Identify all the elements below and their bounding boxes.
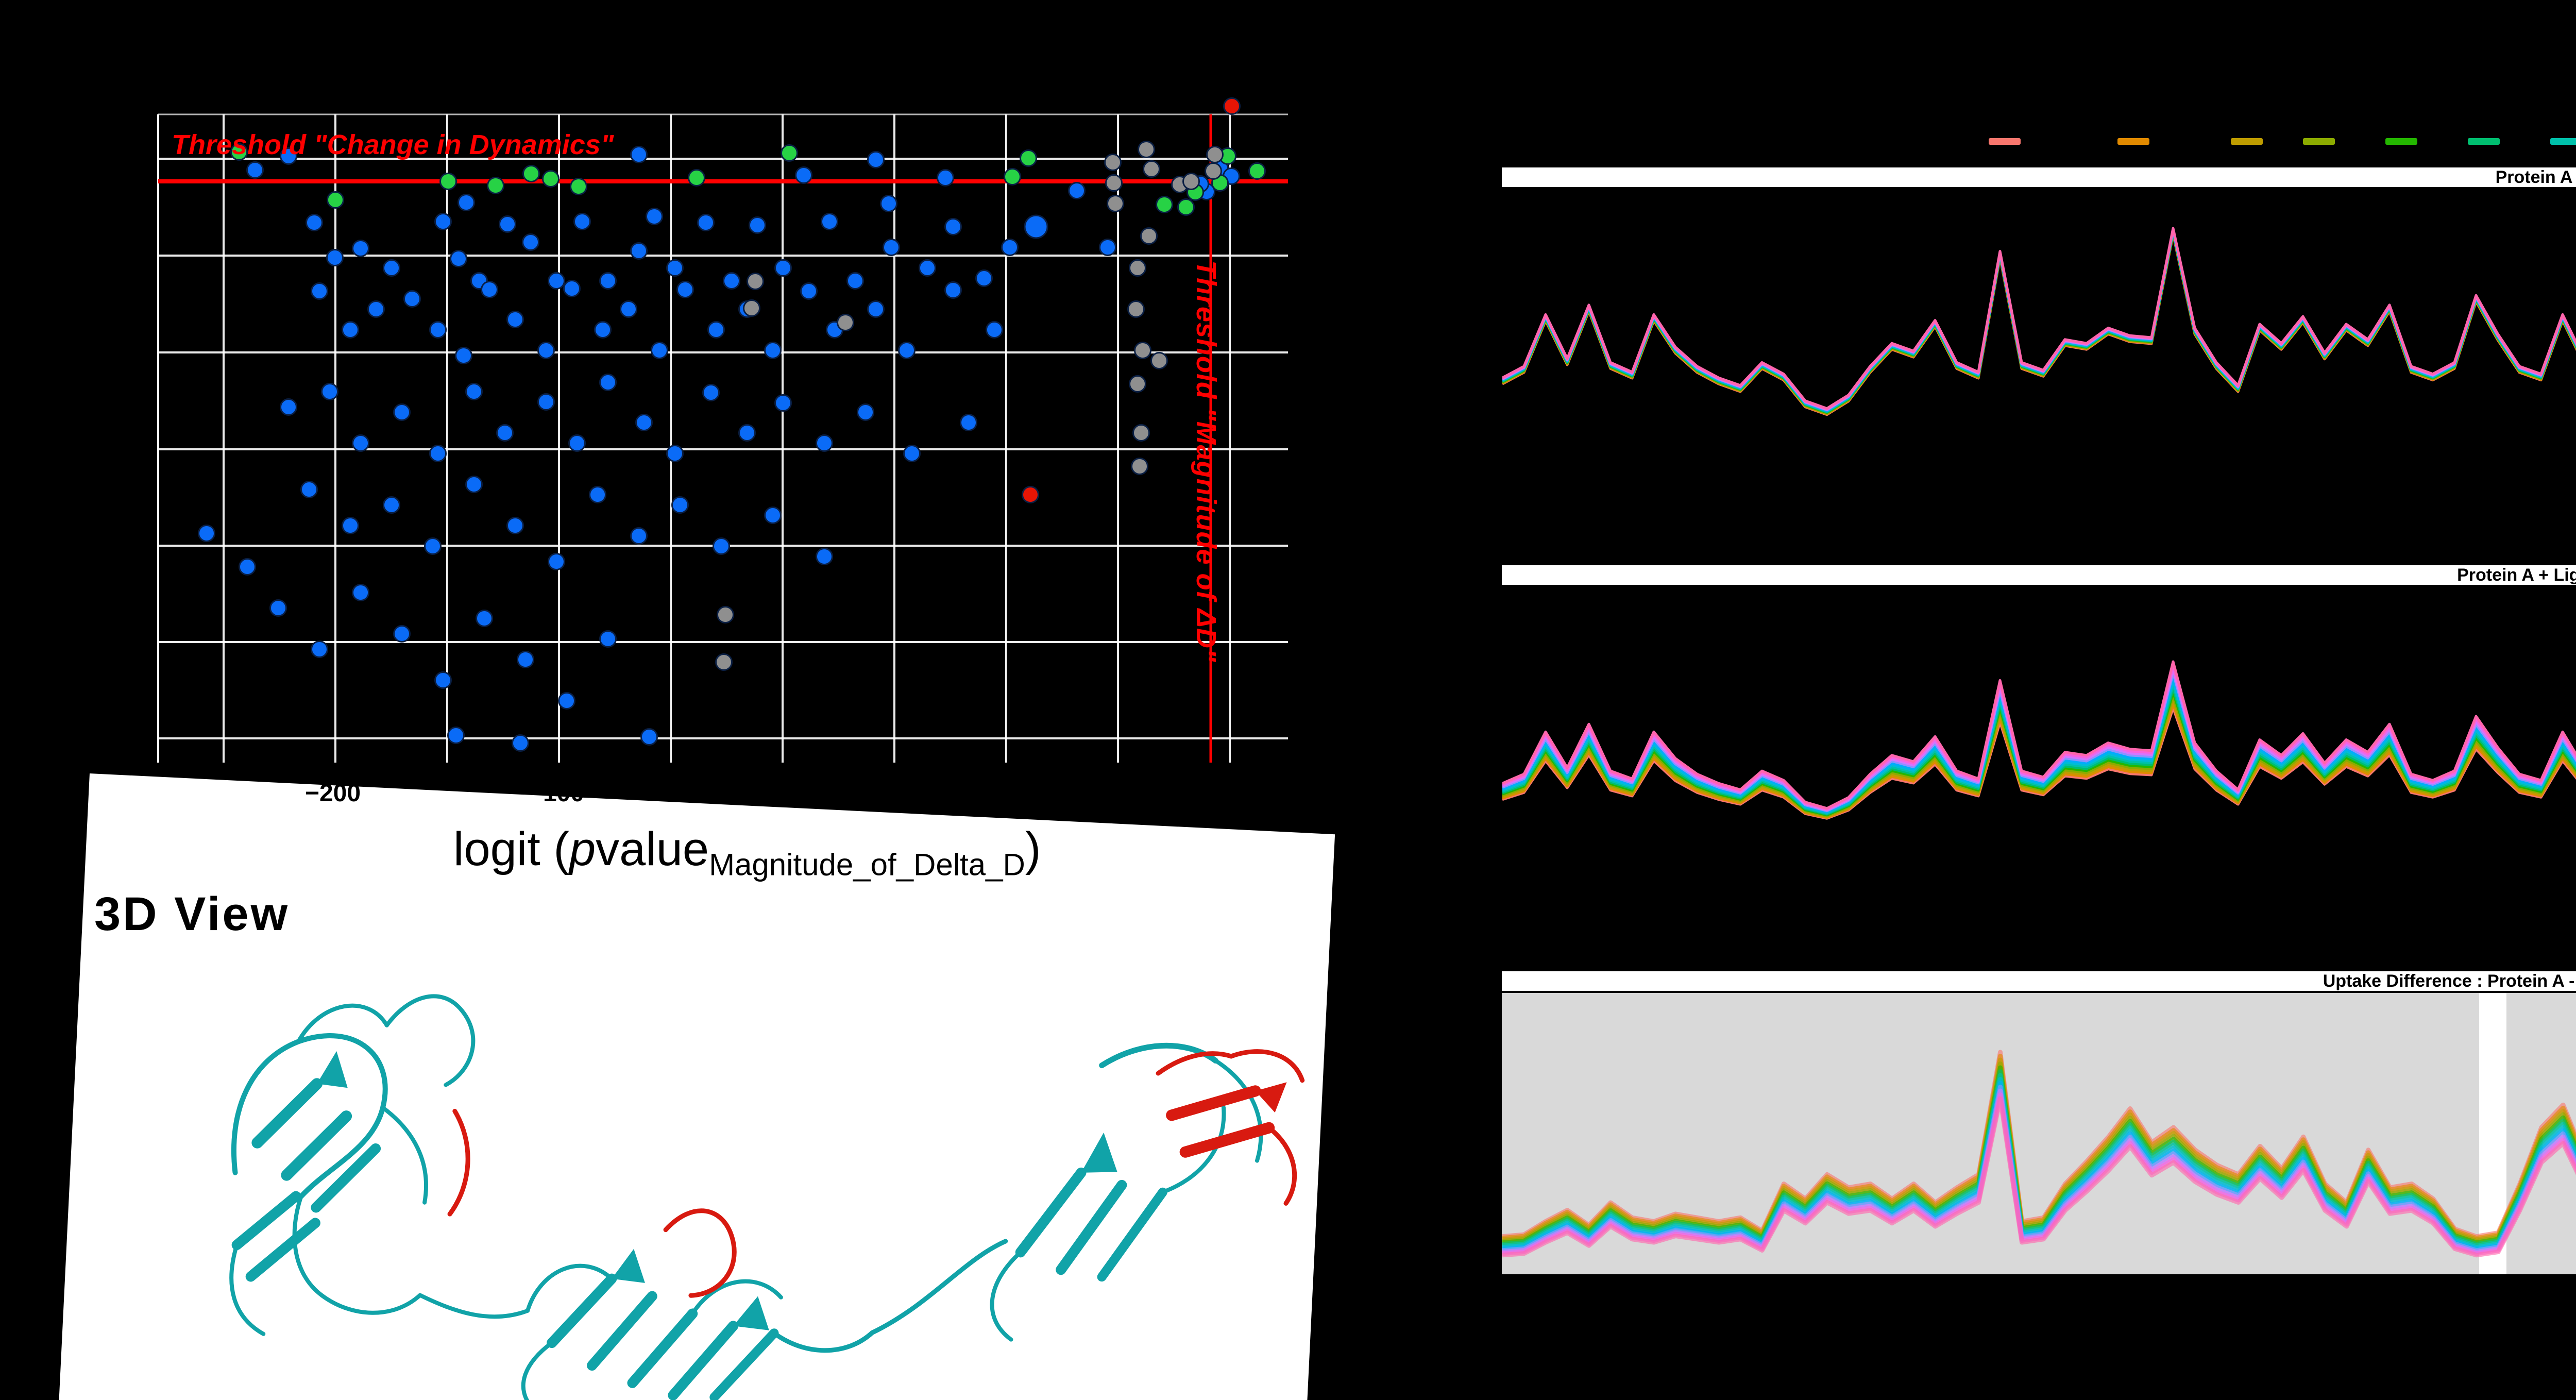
legend-key-timepoint-1[interactable]	[1989, 138, 2021, 145]
protein-a-ligand-title: Protein A + Ligand	[2457, 565, 2576, 585]
protein-a-banner: Protein A	[1502, 167, 2576, 187]
scatter-points	[198, 97, 1266, 752]
x-axis-tick-minus-100: −100	[528, 780, 585, 807]
axis-title-subscript: Magnitude_of_Delta_D	[709, 847, 1025, 882]
protein-ribbon-structure	[229, 994, 1305, 1400]
uptake-series	[1502, 231, 2576, 414]
uptake-series	[1502, 228, 2576, 411]
uptake-series	[1502, 227, 2576, 410]
3d-view-panel[interactable]	[54, 773, 1335, 1400]
uptake-chart-protein-a-ligand[interactable]	[1502, 634, 2576, 850]
legend-key-timepoint-6[interactable]	[2468, 138, 2500, 145]
volcano-plot[interactable]	[0, 0, 1350, 876]
uptake-chart-difference[interactable]	[1502, 1025, 2576, 1268]
uptake-series	[1502, 660, 2576, 810]
uptake-series	[1502, 232, 2576, 415]
x-axis-tick-minus-200: −200	[304, 780, 361, 807]
legend-key-timepoint-7[interactable]	[2550, 138, 2576, 145]
uptake-series	[1502, 230, 2576, 414]
uptake-series	[1502, 231, 2576, 415]
uptake-series	[1502, 229, 2576, 412]
axis-title-value: value	[596, 823, 709, 875]
threshold-change-in-dynamics-label: Threshold "Change in Dynamics"	[172, 129, 614, 160]
uptake-series	[1502, 230, 2576, 413]
protein-a-title: Protein A	[2495, 167, 2573, 187]
threshold-magnitude-label: Threshold "Magnitude of ΔD"	[1191, 260, 1222, 663]
legend-key-timepoint-2[interactable]	[2117, 138, 2149, 145]
uptake-chart-protein-a[interactable]	[1502, 193, 2576, 441]
legend-key-timepoint-5[interactable]	[2385, 138, 2417, 145]
3d-view-label: 3D View	[94, 888, 290, 940]
uptake-series	[1502, 232, 2576, 416]
uptake-series	[1502, 227, 2576, 411]
uptake-series	[1502, 1096, 2576, 1258]
x-axis-title: logit (pvalueMagnitude_of_Delta_D)	[453, 822, 1041, 882]
axis-title-p: p	[569, 823, 596, 875]
legend-key-timepoint-3[interactable]	[2231, 138, 2263, 145]
uptake-difference-banner: Uptake Difference : Protein A - (Protein…	[1502, 971, 2576, 993]
legend-key-timepoint-4[interactable]	[2303, 138, 2335, 145]
protein-a-ligand-banner: Protein A + Ligand	[1502, 565, 2576, 585]
uptake-series	[1502, 228, 2576, 412]
axis-title-close: )	[1025, 823, 1041, 875]
uptake-difference-title: Uptake Difference : Protein A - (Protein…	[2323, 971, 2576, 991]
axis-title-pre: logit (	[453, 823, 569, 875]
uptake-series	[1502, 229, 2576, 413]
